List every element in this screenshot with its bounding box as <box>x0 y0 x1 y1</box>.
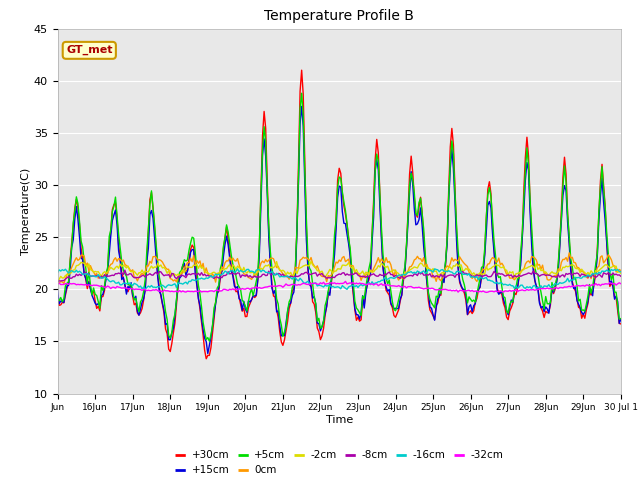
-16cm <box>378 277 385 283</box>
Text: GT_met: GT_met <box>66 45 113 56</box>
-8cm <box>121 267 129 273</box>
+15cm <box>298 104 305 109</box>
+30cm <box>617 321 625 327</box>
-8cm <box>395 275 403 280</box>
-16cm <box>234 266 241 272</box>
0cm <box>395 277 403 283</box>
-16cm <box>617 269 625 275</box>
-2cm <box>307 258 315 264</box>
+15cm <box>551 284 559 290</box>
-2cm <box>159 265 166 271</box>
-32cm <box>551 285 559 290</box>
0cm <box>565 250 573 256</box>
+5cm <box>159 287 166 292</box>
-32cm <box>617 281 625 287</box>
+15cm <box>617 317 625 323</box>
Line: -8cm: -8cm <box>58 270 621 282</box>
0cm <box>160 262 168 268</box>
-32cm <box>54 281 61 287</box>
+5cm <box>69 220 77 226</box>
+5cm <box>378 225 385 230</box>
-32cm <box>69 281 77 287</box>
+15cm <box>69 237 77 243</box>
+5cm <box>298 90 305 96</box>
+15cm <box>54 288 61 294</box>
Line: -16cm: -16cm <box>58 269 621 289</box>
X-axis label: Time: Time <box>326 415 353 425</box>
+15cm <box>396 296 404 302</box>
Line: 0cm: 0cm <box>58 253 621 283</box>
0cm <box>54 280 61 286</box>
+30cm <box>54 293 61 299</box>
+30cm <box>409 169 417 175</box>
Line: +15cm: +15cm <box>58 107 621 354</box>
0cm <box>376 260 384 265</box>
-32cm <box>376 282 384 288</box>
Line: +5cm: +5cm <box>58 93 621 341</box>
+30cm <box>378 232 385 238</box>
+30cm <box>202 356 210 361</box>
-8cm <box>376 272 384 277</box>
-8cm <box>54 279 61 285</box>
-2cm <box>376 264 384 270</box>
-2cm <box>407 266 415 272</box>
-8cm <box>550 274 557 279</box>
+30cm <box>396 298 404 304</box>
-16cm <box>396 272 404 278</box>
Line: +30cm: +30cm <box>58 70 621 359</box>
+5cm <box>205 338 213 344</box>
-16cm <box>54 270 61 276</box>
-16cm <box>69 269 77 275</box>
+5cm <box>617 316 625 322</box>
0cm <box>407 264 415 269</box>
-8cm <box>617 273 625 279</box>
-16cm <box>160 284 168 289</box>
+15cm <box>378 236 385 242</box>
-16cm <box>551 281 559 287</box>
-2cm <box>395 271 403 276</box>
Line: -2cm: -2cm <box>58 261 621 282</box>
0cm <box>71 258 79 264</box>
-8cm <box>160 273 168 278</box>
-32cm <box>395 283 403 288</box>
0cm <box>550 274 557 279</box>
+30cm <box>69 223 77 229</box>
-16cm <box>409 270 417 276</box>
-16cm <box>141 287 149 292</box>
-2cm <box>617 270 625 276</box>
Line: -32cm: -32cm <box>58 281 621 292</box>
+5cm <box>551 283 559 288</box>
-32cm <box>407 284 415 289</box>
Legend: +30cm, +15cm, +5cm, 0cm, -2cm, -8cm, -16cm, -32cm: +30cm, +15cm, +5cm, 0cm, -2cm, -8cm, -16… <box>171 446 508 480</box>
-8cm <box>69 274 77 279</box>
+5cm <box>409 177 417 183</box>
-2cm <box>550 270 557 276</box>
Y-axis label: Temperature(C): Temperature(C) <box>21 168 31 255</box>
-32cm <box>483 289 490 295</box>
+15cm <box>409 181 417 187</box>
-8cm <box>407 273 415 278</box>
0cm <box>617 268 625 274</box>
-2cm <box>69 267 77 273</box>
0cm <box>60 280 68 286</box>
+30cm <box>298 67 305 73</box>
-32cm <box>159 289 166 295</box>
+30cm <box>159 301 166 307</box>
+5cm <box>54 296 61 302</box>
+15cm <box>204 351 212 357</box>
+30cm <box>551 287 559 292</box>
-32cm <box>342 278 349 284</box>
+15cm <box>159 300 166 306</box>
Title: Temperature Profile B: Temperature Profile B <box>264 10 414 24</box>
+5cm <box>396 290 404 296</box>
-2cm <box>54 279 61 285</box>
